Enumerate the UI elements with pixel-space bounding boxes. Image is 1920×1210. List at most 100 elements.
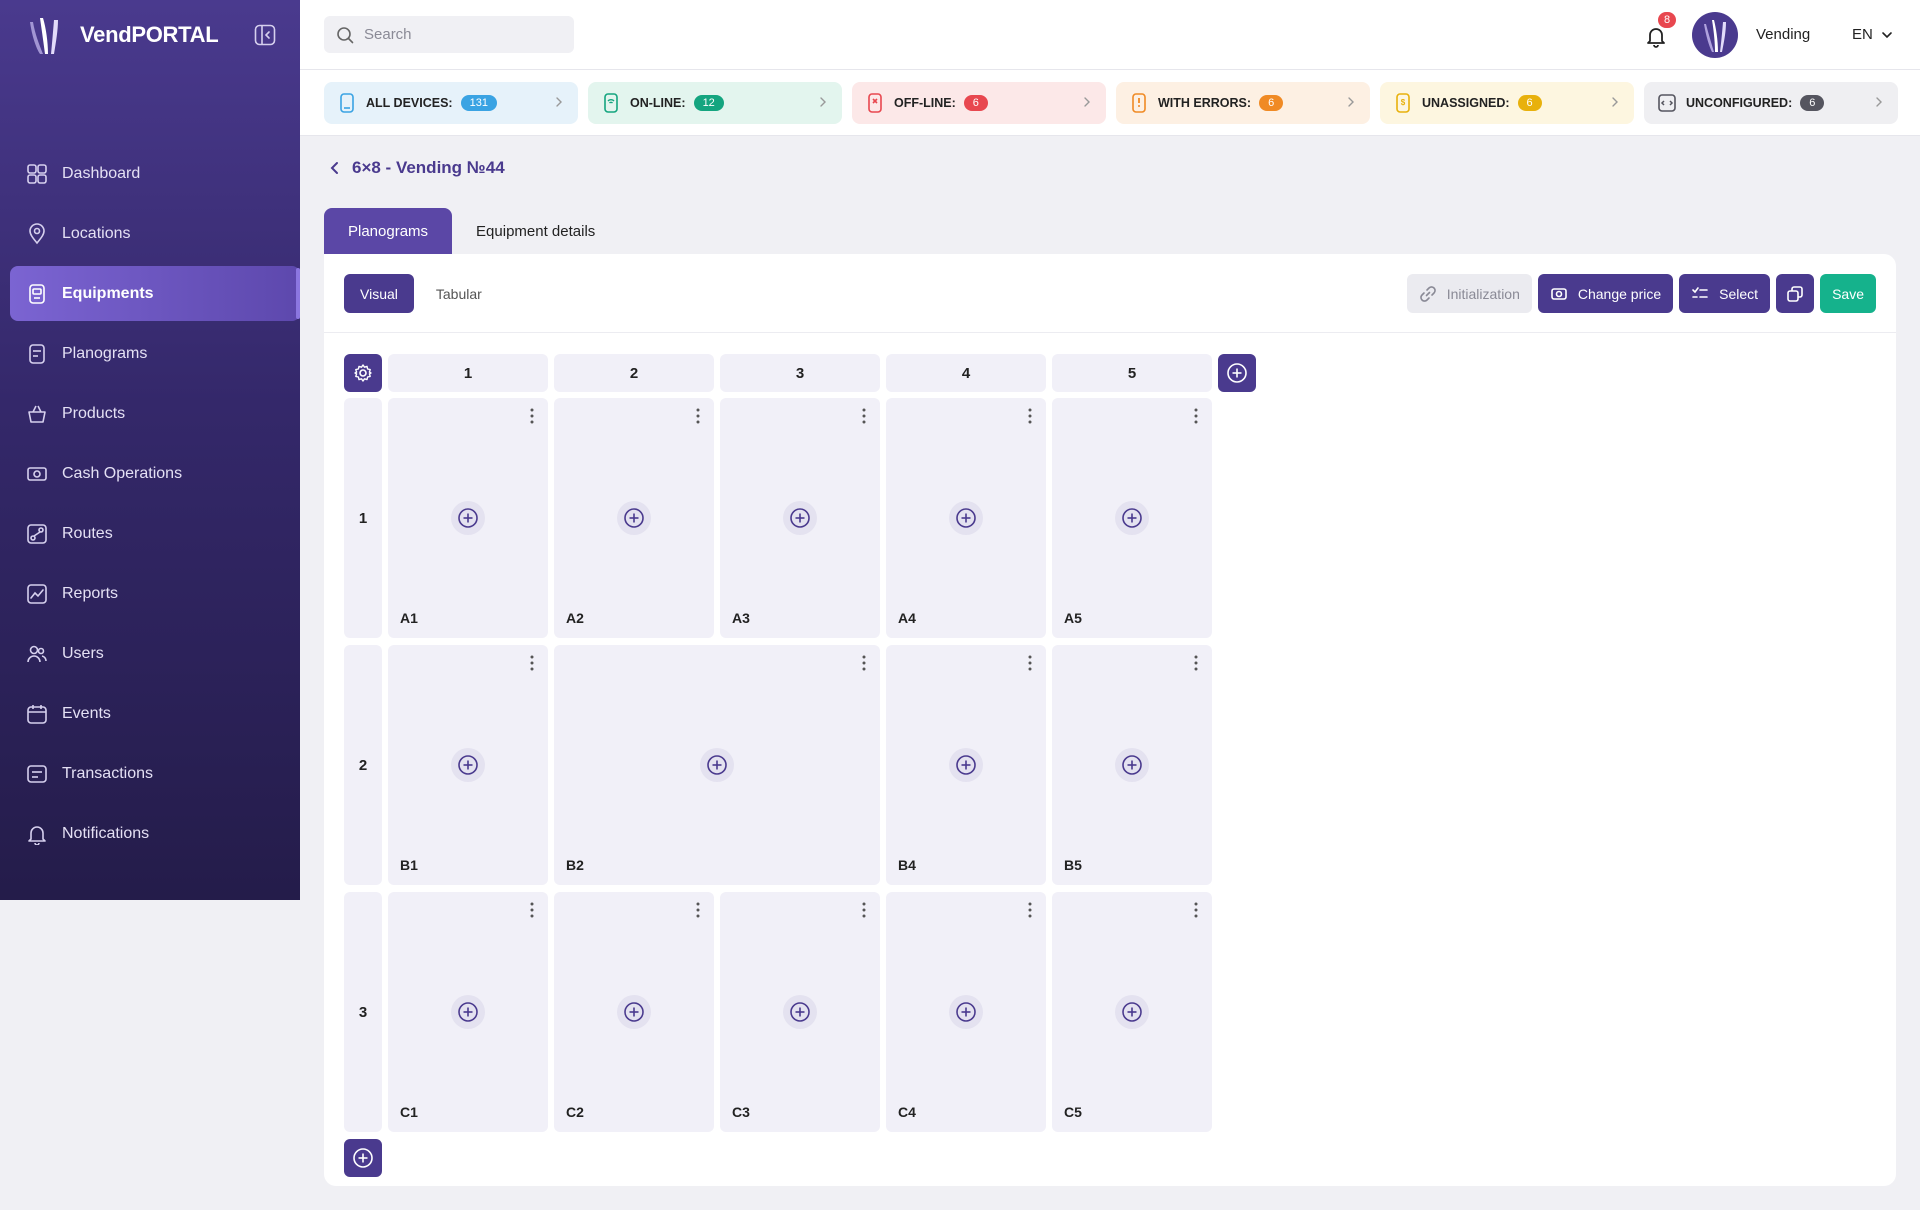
slot-label: C5	[1064, 1104, 1082, 1120]
more-vertical-icon[interactable]	[1186, 406, 1206, 426]
sidebar-item-users[interactable]: Users	[10, 626, 300, 681]
more-vertical-icon[interactable]	[1186, 653, 1206, 673]
column-header: 1	[388, 354, 548, 392]
error-device-icon	[1132, 93, 1146, 113]
slot-cell[interactable]: A3	[720, 398, 880, 638]
sidebar-item-notifications[interactable]: Notifications	[10, 806, 300, 861]
sidebar-item-equipments[interactable]: Equipments	[10, 266, 300, 321]
status-with-errors[interactable]: WITH ERRORS: 6	[1116, 82, 1370, 124]
slot-label: A5	[1064, 610, 1082, 626]
avatar[interactable]	[1692, 12, 1738, 58]
sidebar-item-reports[interactable]: Reports	[10, 566, 300, 621]
sidebar-item-transactions[interactable]: Transactions	[10, 746, 300, 801]
status-unconfigured[interactable]: UNCONFIGURED: 6	[1644, 82, 1898, 124]
add-product-button[interactable]	[949, 501, 983, 535]
toolbar-divider	[324, 332, 1896, 333]
sidebar-item-locations[interactable]: Locations	[10, 206, 300, 261]
sidebar-item-planograms[interactable]: Planograms	[10, 326, 300, 381]
more-vertical-icon[interactable]	[854, 653, 874, 673]
bell-icon	[28, 825, 46, 845]
add-product-button[interactable]	[451, 995, 485, 1029]
tab-equipment-details[interactable]: Equipment details	[476, 222, 596, 240]
add-circle-icon	[790, 508, 810, 528]
routes-icon	[27, 523, 47, 544]
add-column-button[interactable]	[1218, 354, 1256, 392]
slot-cell[interactable]: B5	[1052, 645, 1212, 885]
more-vertical-icon[interactable]	[688, 900, 708, 920]
more-vertical-icon[interactable]	[1186, 900, 1206, 920]
sidebar-item-cash-operations[interactable]: Cash Operations	[10, 446, 300, 501]
sidebar-item-label: Events	[62, 704, 111, 722]
add-product-button[interactable]	[1115, 995, 1149, 1029]
search-input[interactable]	[364, 26, 564, 43]
sidebar-item-dashboard[interactable]: Dashboard	[10, 146, 300, 201]
tabular-view-button[interactable]: Tabular	[435, 285, 482, 302]
slot-cell[interactable]: B2	[554, 645, 880, 885]
language-label: EN	[1852, 26, 1873, 43]
add-product-button[interactable]	[949, 995, 983, 1029]
slot-cell[interactable]: B1	[388, 645, 548, 885]
status-all-devices[interactable]: ALL DEVICES: 131	[324, 82, 578, 124]
more-vertical-icon[interactable]	[1020, 653, 1040, 673]
add-product-button[interactable]	[1115, 748, 1149, 782]
change-price-button[interactable]: Change price	[1537, 274, 1674, 313]
slot-cell[interactable]: A1	[388, 398, 548, 638]
sidebar-collapse-icon[interactable]	[254, 24, 276, 46]
more-vertical-icon[interactable]	[854, 900, 874, 920]
search-box[interactable]	[324, 16, 574, 53]
status-unassigned[interactable]: $ UNASSIGNED: 6	[1380, 82, 1634, 124]
sidebar-item-events[interactable]: Events	[10, 686, 300, 741]
slot-cell[interactable]: C2	[554, 892, 714, 1132]
tab-planograms[interactable]: Planograms	[324, 208, 453, 254]
sidebar-item-routes[interactable]: Routes	[10, 506, 300, 561]
add-product-button[interactable]	[1115, 501, 1149, 535]
add-product-button[interactable]	[949, 748, 983, 782]
language-select[interactable]: EN	[1852, 26, 1893, 43]
select-button[interactable]: Select	[1679, 274, 1771, 313]
more-vertical-icon[interactable]	[854, 406, 874, 426]
user-name[interactable]: Vending	[1756, 26, 1811, 43]
link-icon	[1419, 285, 1436, 302]
grid-settings-button[interactable]	[344, 354, 382, 392]
visual-view-button[interactable]: Visual	[344, 274, 414, 313]
back-link[interactable]: 6×8 - Vending №44	[328, 158, 505, 178]
change-price-label: Change price	[1577, 285, 1662, 302]
add-product-button[interactable]	[617, 995, 651, 1029]
copy-button[interactable]	[1776, 274, 1815, 313]
slot-cell[interactable]: C5	[1052, 892, 1212, 1132]
more-vertical-icon[interactable]	[522, 900, 542, 920]
slot-label: A2	[566, 610, 584, 626]
users-icon	[27, 645, 47, 662]
more-vertical-icon[interactable]	[522, 406, 542, 426]
sidebar-item-products[interactable]: Products	[10, 386, 300, 441]
slot-label: B5	[1064, 857, 1082, 873]
add-product-button[interactable]	[617, 501, 651, 535]
slot-cell[interactable]: B4	[886, 645, 1046, 885]
status-offline[interactable]: OFF-LINE: 6	[852, 82, 1106, 124]
transactions-icon	[27, 764, 47, 783]
more-vertical-icon[interactable]	[688, 406, 708, 426]
slot-cell[interactable]: A4	[886, 398, 1046, 638]
more-vertical-icon[interactable]	[1020, 900, 1040, 920]
sidebar-item-label: Users	[62, 644, 104, 662]
save-button[interactable]: Save	[1820, 274, 1876, 313]
add-product-button[interactable]	[783, 995, 817, 1029]
more-vertical-icon[interactable]	[1020, 406, 1040, 426]
add-product-button[interactable]	[451, 748, 485, 782]
initialization-button[interactable]: Initialization	[1406, 274, 1532, 313]
status-online[interactable]: ON-LINE: 12	[588, 82, 842, 124]
slot-cell[interactable]: C4	[886, 892, 1046, 1132]
add-row-button[interactable]	[344, 1139, 382, 1177]
slot-cell[interactable]: A5	[1052, 398, 1212, 638]
brand[interactable]: VendPORTAL	[24, 14, 219, 56]
add-product-button[interactable]	[451, 501, 485, 535]
slot-cell[interactable]: A2	[554, 398, 714, 638]
search-icon	[337, 26, 354, 43]
slot-cell[interactable]: C3	[720, 892, 880, 1132]
notifications-button[interactable]: 8	[1640, 12, 1676, 52]
slot-cell[interactable]: C1	[388, 892, 548, 1132]
add-product-button[interactable]	[783, 501, 817, 535]
more-vertical-icon[interactable]	[522, 653, 542, 673]
add-product-button[interactable]	[700, 748, 734, 782]
planogram-icon	[29, 343, 45, 364]
